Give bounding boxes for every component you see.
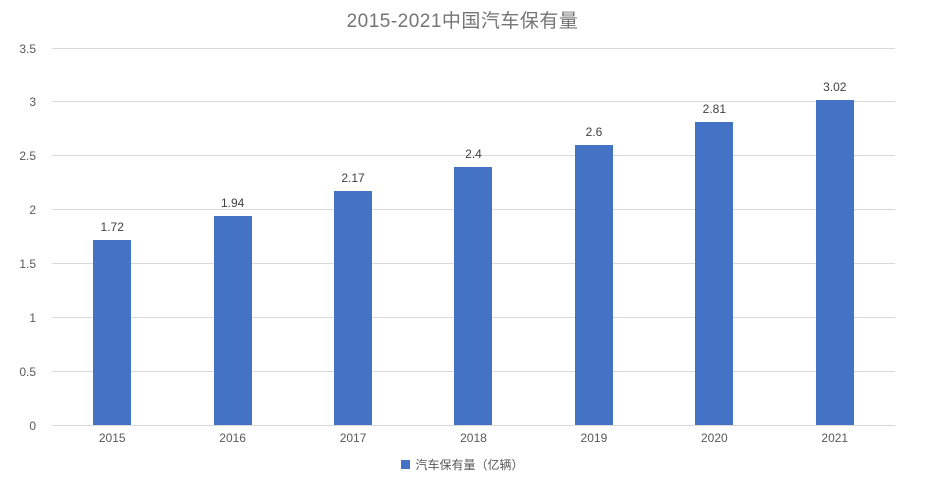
bar-value-label: 2.17 (341, 171, 365, 186)
x-tick-label: 2016 (219, 431, 246, 445)
x-tick-label: 2015 (98, 431, 126, 445)
x-tick-label: 2019 (580, 431, 608, 445)
y-tick-label: 3.5 (19, 41, 36, 56)
bar-value-label: 1.72 (100, 219, 124, 234)
y-tick-label: 1.5 (19, 256, 36, 271)
y-tick-label: 3 (29, 95, 36, 110)
bar-column: 2.4 2018 (413, 48, 533, 445)
y-tick-label: 0.5 (19, 364, 36, 379)
bar-value-label: 2.4 (465, 146, 482, 161)
bar[interactable] (815, 99, 854, 425)
y-tick-label: 2.5 (19, 149, 36, 164)
y-axis-tick-labels: 0 0.5 1 1.5 2 2.5 3 3.5 (0, 42, 44, 433)
gridline (52, 424, 895, 426)
y-tick-label: 2 (29, 203, 36, 218)
y-tick-label: 0 (29, 418, 36, 433)
bar-columns: 1.72 2015 1.94 2016 2.17 2017 2.4 2018 2.6 2019 2.… (52, 48, 895, 445)
x-tick-label: 2017 (339, 431, 367, 445)
gridline (52, 155, 895, 157)
legend: 汽车保有量（亿辆） (0, 456, 925, 473)
gridline (52, 101, 895, 103)
bar-column: 2.81 2020 (654, 48, 774, 445)
gridline (52, 47, 895, 49)
plot-area: 1.72 2015 1.94 2016 2.17 2017 2.4 2018 2.6 2019 2.… (52, 47, 895, 445)
bar-column: 1.72 2015 (52, 48, 172, 445)
bar-value-label: 3.02 (823, 79, 847, 94)
legend-square-icon (401, 460, 411, 469)
bar-value-label: 2.81 (702, 102, 727, 117)
bar-column: 1.94 2016 (172, 48, 292, 445)
bar[interactable] (93, 239, 132, 425)
bar[interactable] (334, 191, 373, 425)
bar[interactable] (213, 216, 252, 425)
bar-column: 2.17 2017 (293, 48, 413, 445)
bar-column: 3.02 2021 (775, 48, 895, 445)
bar[interactable] (695, 122, 734, 425)
x-tick-label: 2018 (460, 431, 487, 445)
bar-column: 2.6 2019 (534, 48, 654, 445)
y-tick-label: 1 (29, 310, 36, 325)
bar[interactable] (574, 144, 613, 425)
legend-label: 汽车保有量（亿辆） (415, 458, 524, 472)
bar-value-label: 1.94 (220, 196, 245, 211)
chart-title: 2015-2021中国汽车保有量 (346, 11, 579, 32)
bar[interactable] (454, 166, 493, 425)
bar-value-label: 2.6 (585, 124, 603, 139)
x-tick-label: 2020 (700, 431, 728, 445)
x-tick-label: 2021 (821, 431, 849, 445)
